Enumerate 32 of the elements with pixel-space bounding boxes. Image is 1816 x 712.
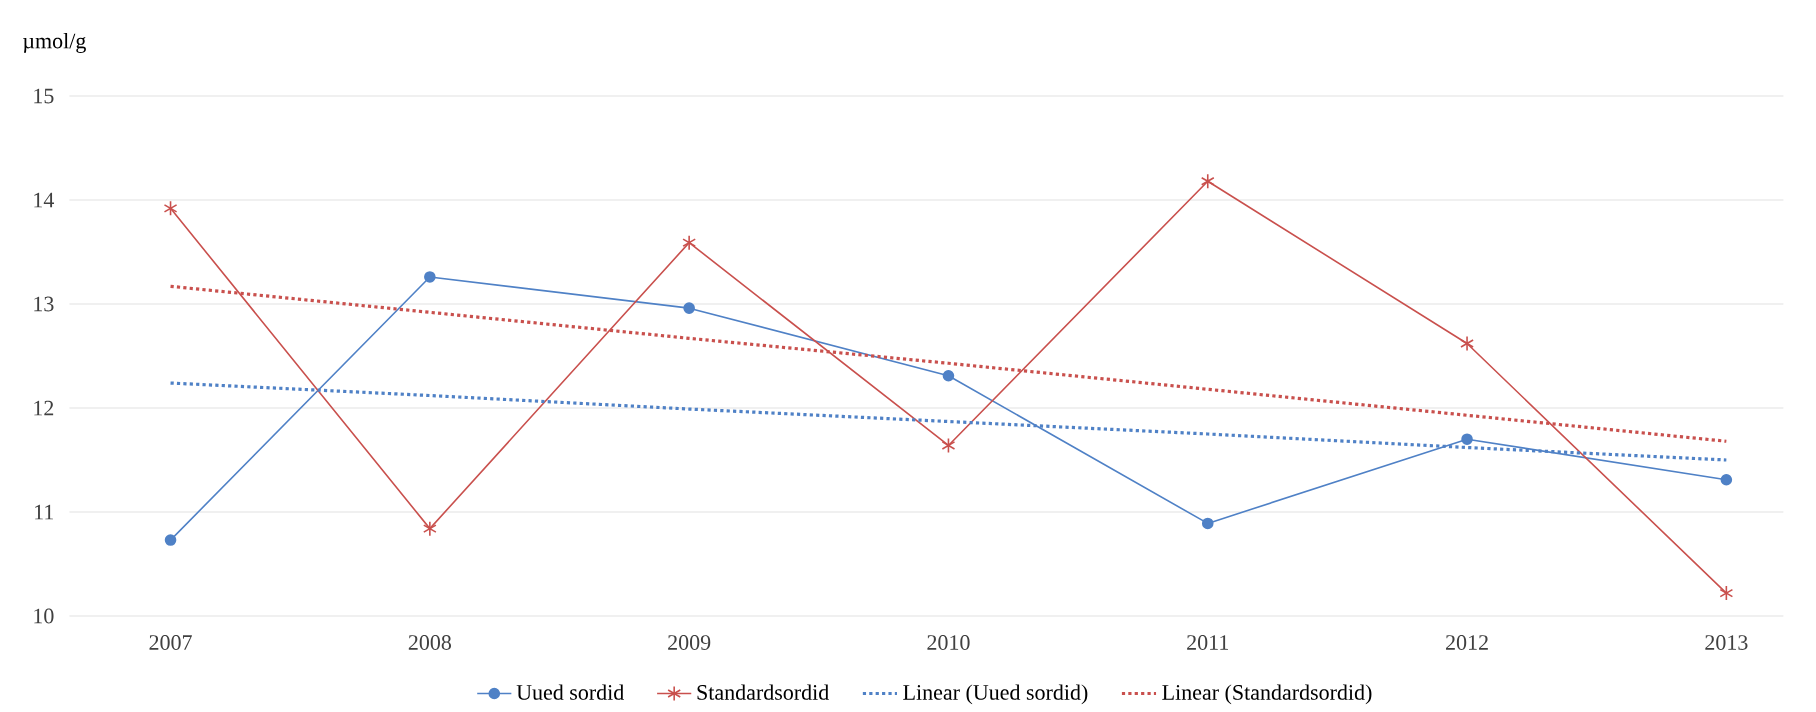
x-tick-label: 2012: [1446, 635, 1488, 650]
x-tick-label: 2007: [149, 635, 192, 650]
point: [424, 271, 436, 283]
x-tick-label: 2010: [927, 635, 970, 650]
x-tick-label: 2009: [668, 635, 711, 650]
point: [1200, 173, 1215, 190]
x-tick-label: 2008: [408, 635, 452, 650]
y-tick-label: 12: [34, 400, 54, 416]
point: [682, 234, 697, 251]
point: [1201, 517, 1214, 530]
y-tick-label: 14: [34, 192, 55, 208]
y-tick-label: 13: [34, 296, 54, 312]
point: [163, 200, 178, 217]
legend-label: Linear (Standardsordid): [1162, 684, 1372, 705]
point: [1461, 433, 1473, 445]
y-axis-title: µmol/g: [23, 32, 86, 53]
point: [422, 520, 437, 537]
y-tick-label: 11: [35, 504, 54, 520]
point: [942, 369, 955, 382]
legend-label: Standardsordid: [697, 684, 829, 700]
x-tick-label: 2011: [1187, 635, 1229, 650]
y-tick-label: 15: [34, 88, 54, 104]
point: [164, 534, 177, 546]
x-tick-label: 2013: [1705, 635, 1748, 650]
legend-label: Uued sordid: [516, 684, 625, 700]
point: [941, 437, 956, 454]
y-tick-label: 10: [34, 608, 54, 624]
point: [683, 302, 695, 314]
legend-label: Linear (Uued sordid): [903, 684, 1088, 705]
point: [1720, 473, 1733, 486]
point: [1719, 585, 1734, 601]
point: [1460, 335, 1474, 352]
